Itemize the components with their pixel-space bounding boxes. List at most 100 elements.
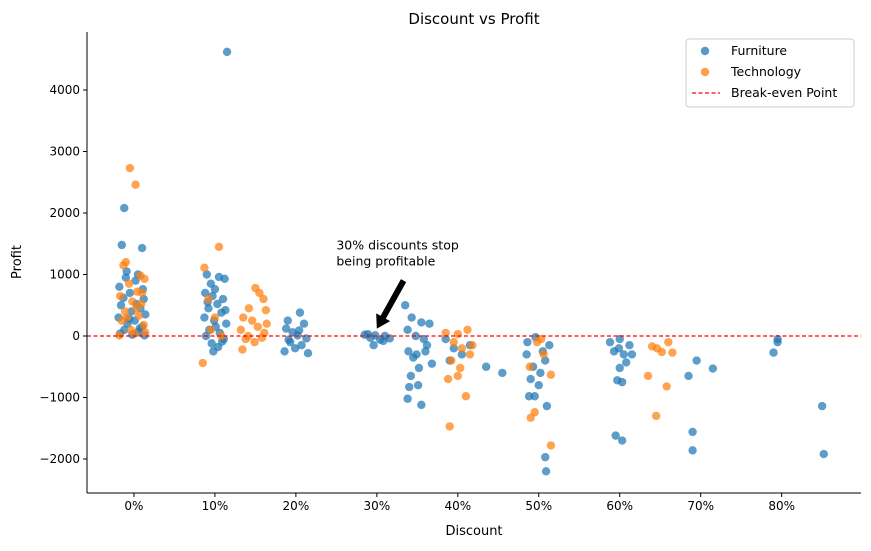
data-point-technology bbox=[115, 291, 125, 301]
axes: 0% 10% 20% 30% 40% 50% 60% 70% 80% −2000 −1000 0 100… bbox=[39, 32, 861, 513]
data-point-technology bbox=[139, 320, 148, 330]
y-tick-label: 1000 bbox=[49, 267, 80, 281]
data-point-technology bbox=[468, 341, 477, 350]
data-point-furniture bbox=[413, 380, 423, 390]
data-point-furniture bbox=[299, 319, 309, 328]
data-point-furniture bbox=[481, 362, 491, 371]
data-point-furniture bbox=[414, 363, 424, 373]
x-tick-label: 20% bbox=[283, 499, 310, 513]
data-point-furniture bbox=[541, 467, 551, 476]
x-tick-label: 0% bbox=[124, 499, 143, 513]
data-point-technology bbox=[236, 325, 246, 335]
annotation: 30% discounts stop being profitable bbox=[336, 237, 459, 329]
data-point-technology bbox=[121, 257, 131, 267]
data-point-furniture bbox=[536, 368, 545, 378]
y-tick-label: 3000 bbox=[49, 144, 80, 158]
data-point-furniture bbox=[708, 364, 718, 373]
data-point-furniture bbox=[605, 337, 615, 347]
data-point-furniture bbox=[523, 337, 532, 347]
data-point-furniture bbox=[204, 304, 213, 313]
x-axis-label: Discount bbox=[445, 524, 502, 539]
data-point-furniture bbox=[115, 282, 124, 291]
data-point-furniture bbox=[427, 359, 437, 368]
data-point-furniture bbox=[379, 336, 388, 346]
data-point-furniture bbox=[125, 288, 135, 298]
data-point-furniture bbox=[284, 335, 293, 344]
data-point-technology bbox=[128, 297, 137, 306]
data-point-technology bbox=[140, 274, 149, 283]
data-point-furniture bbox=[210, 285, 220, 294]
data-point-technology bbox=[441, 328, 450, 338]
data-point-furniture bbox=[202, 270, 212, 279]
data-point-technology bbox=[131, 180, 140, 189]
data-point-furniture bbox=[421, 347, 430, 356]
data-point-technology bbox=[453, 329, 463, 339]
data-point-technology bbox=[250, 337, 259, 347]
y-tick-label: −2000 bbox=[39, 452, 80, 466]
x-tick-label: 60% bbox=[606, 499, 633, 513]
data-point-furniture bbox=[218, 294, 228, 304]
data-point-furniture bbox=[412, 350, 421, 359]
data-point-furniture bbox=[692, 356, 701, 365]
data-point-technology bbox=[206, 325, 216, 335]
data-point-furniture bbox=[122, 267, 131, 276]
data-point-technology bbox=[200, 263, 209, 272]
data-point-furniture bbox=[419, 334, 429, 344]
data-point-technology bbox=[247, 316, 257, 325]
data-point-furniture bbox=[819, 449, 828, 459]
data-point-furniture bbox=[283, 316, 292, 325]
data-point-furniture bbox=[622, 358, 631, 367]
data-point-technology bbox=[539, 350, 548, 359]
data-point-furniture bbox=[425, 319, 434, 328]
data-point-technology bbox=[262, 319, 271, 328]
data-point-technology bbox=[536, 334, 546, 344]
data-point-furniture bbox=[617, 436, 627, 445]
data-point-furniture bbox=[207, 339, 216, 348]
data-point-technology bbox=[546, 441, 556, 450]
data-point-furniture bbox=[449, 344, 458, 353]
data-point-technology bbox=[525, 362, 535, 371]
data-point-technology bbox=[465, 350, 475, 359]
data-point-furniture bbox=[441, 334, 450, 344]
data-point-furniture bbox=[617, 377, 627, 387]
data-point-furniture bbox=[457, 350, 467, 359]
x-tick-label: 10% bbox=[202, 499, 229, 513]
data-point-furniture bbox=[303, 349, 313, 358]
data-point-technology bbox=[530, 408, 539, 417]
data-point-technology bbox=[243, 331, 253, 341]
data-point-furniture bbox=[688, 427, 697, 437]
data-point-furniture bbox=[545, 341, 554, 350]
data-point-furniture bbox=[417, 318, 426, 327]
data-point-technology bbox=[662, 382, 671, 391]
y-tick-label: 0 bbox=[72, 329, 80, 343]
data-point-furniture bbox=[817, 401, 827, 411]
x-tick-label: 50% bbox=[525, 499, 552, 513]
data-point-technology bbox=[134, 311, 144, 320]
data-point-furniture bbox=[403, 325, 412, 335]
data-point-technology bbox=[652, 344, 662, 353]
y-tick-label: 2000 bbox=[49, 206, 80, 220]
y-tick-label: −1000 bbox=[39, 390, 80, 404]
data-point-furniture bbox=[498, 368, 507, 378]
data-point-furniture bbox=[290, 344, 300, 353]
data-point-furniture bbox=[417, 400, 426, 410]
data-point-furniture bbox=[222, 319, 231, 328]
data-point-technology bbox=[115, 331, 124, 340]
data-point-furniture bbox=[200, 313, 209, 322]
data-point-furniture bbox=[611, 431, 620, 440]
x-tick-label: 80% bbox=[768, 499, 795, 513]
data-point-furniture bbox=[403, 394, 412, 403]
data-point-technology bbox=[125, 163, 135, 173]
data-point-furniture bbox=[524, 392, 534, 401]
data-point-technology bbox=[259, 294, 268, 304]
data-point-furniture bbox=[120, 203, 129, 213]
data-point-furniture bbox=[213, 299, 222, 309]
legend-label-break-even: Break-even Point bbox=[731, 85, 837, 100]
data-point-furniture bbox=[625, 341, 634, 350]
data-point-furniture bbox=[209, 347, 218, 356]
data-point-technology bbox=[198, 358, 207, 368]
data-point-furniture bbox=[542, 401, 552, 411]
data-point-furniture bbox=[773, 337, 782, 347]
data-point-furniture bbox=[541, 452, 550, 462]
